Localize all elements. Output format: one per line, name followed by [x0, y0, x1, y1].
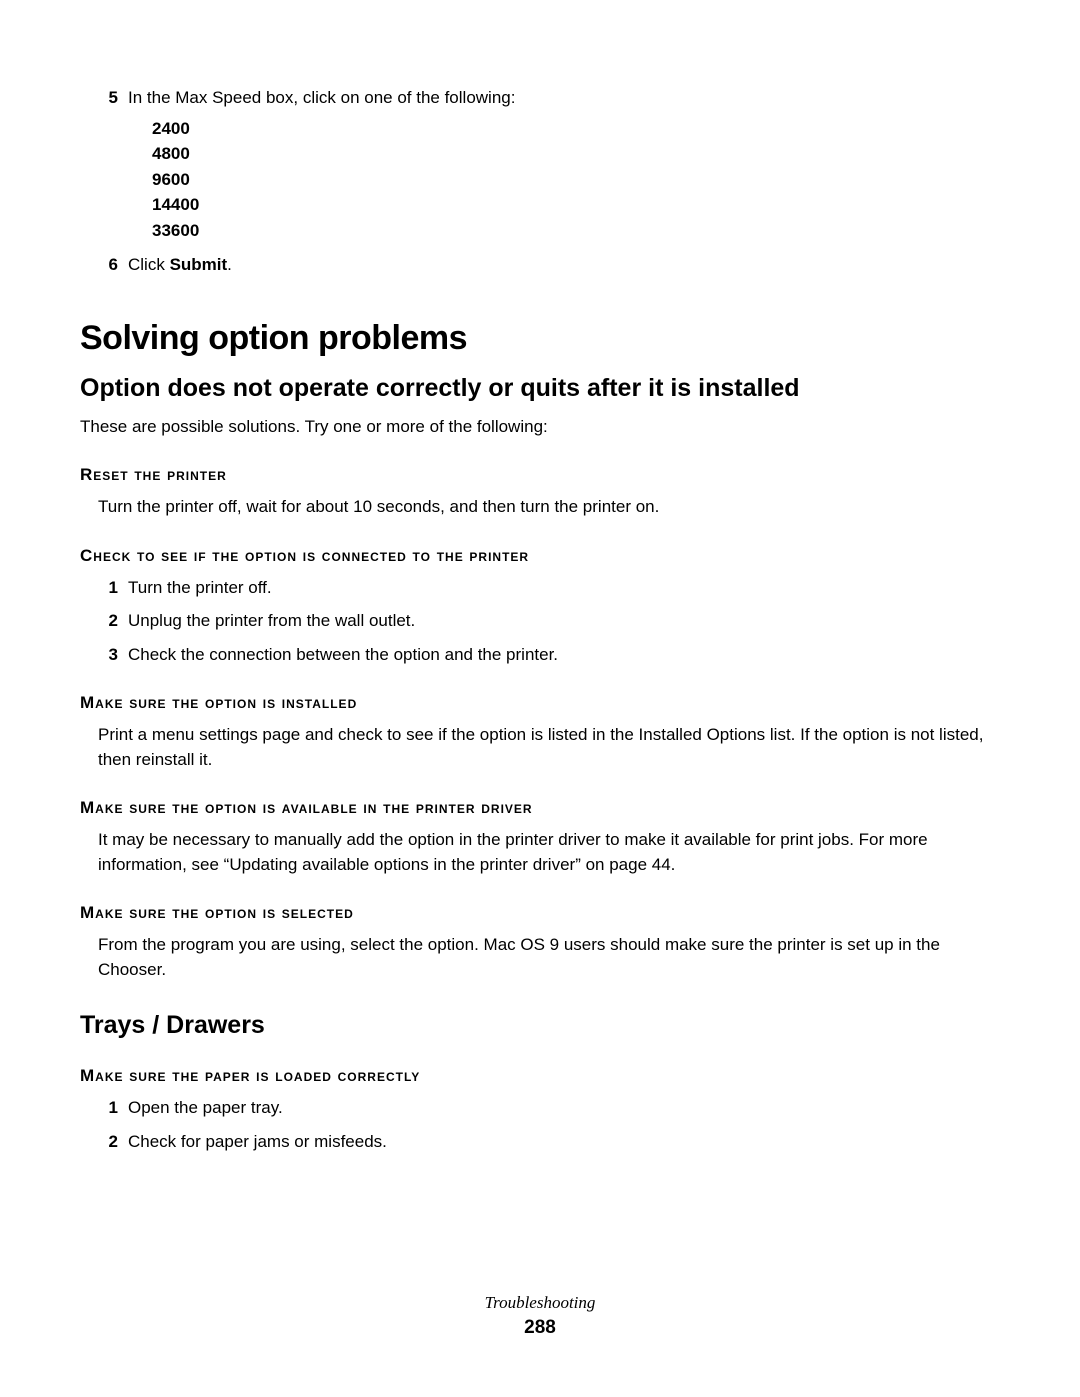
check-connection-steps: 1 Turn the printer off. 2 Unplug the pri…: [100, 576, 1000, 667]
speed-option: 9600: [152, 167, 1000, 193]
speed-option: 4800: [152, 141, 1000, 167]
footer-page-number: 288: [0, 1317, 1080, 1339]
step-5: 5 In the Max Speed box, click on one of …: [100, 86, 1000, 110]
paper-loaded-steps: 1 Open the paper tray. 2 Check for paper…: [100, 1096, 1000, 1154]
section-head-paper-loaded: Make sure the paper is loaded correctly: [80, 1066, 1000, 1086]
list-item: 3 Check the connection between the optio…: [100, 643, 1000, 667]
list-item: 1 Turn the printer off.: [100, 576, 1000, 600]
speed-option: 14400: [152, 192, 1000, 218]
section-body: From the program you are using, select t…: [98, 933, 1000, 982]
section-head-option-selected: Make sure the option is selected: [80, 903, 1000, 923]
step-number: 5: [100, 86, 118, 110]
footer-section-name: Troubleshooting: [0, 1293, 1080, 1313]
step-text: In the Max Speed box, click on one of th…: [128, 86, 515, 110]
section-head-check-connection: Check to see if the option is connected …: [80, 546, 1000, 566]
section-head-option-driver: Make sure the option is available in the…: [80, 798, 1000, 818]
step-number: 1: [100, 576, 118, 600]
step-number: 2: [100, 1130, 118, 1154]
section-body: Turn the printer off, wait for about 10 …: [98, 495, 1000, 520]
section-head-reset: Reset the printer: [80, 465, 1000, 485]
step-text: Check the connection between the option …: [128, 643, 558, 667]
step-text: Check for paper jams or misfeeds.: [128, 1130, 387, 1154]
step6-prefix: Click: [128, 255, 170, 274]
speed-options-list: 2400 4800 9600 14400 33600: [152, 116, 1000, 244]
list-item: 2 Check for paper jams or misfeeds.: [100, 1130, 1000, 1154]
section-body: Print a menu settings page and check to …: [98, 723, 1000, 772]
step6-suffix: .: [227, 255, 232, 274]
document-page: 5 In the Max Speed box, click on one of …: [0, 0, 1080, 1397]
section-body: It may be necessary to manually add the …: [98, 828, 1000, 877]
step-text: Unplug the printer from the wall outlet.: [128, 609, 415, 633]
subheading-trays-drawers: Trays / Drawers: [80, 1011, 1000, 1040]
step-number: 2: [100, 609, 118, 633]
heading-solving-option-problems: Solving option problems: [80, 319, 1000, 358]
step6-bold: Submit: [170, 255, 228, 274]
subheading-option-not-operate: Option does not operate correctly or qui…: [80, 374, 1000, 403]
step-text: Click Submit.: [128, 253, 232, 277]
step-number: 3: [100, 643, 118, 667]
step-number: 1: [100, 1096, 118, 1120]
step-text: Turn the printer off.: [128, 576, 272, 600]
section-head-option-installed: Make sure the option is installed: [80, 693, 1000, 713]
speed-option: 2400: [152, 116, 1000, 142]
page-footer: Troubleshooting 288: [0, 1293, 1080, 1339]
list-item: 2 Unplug the printer from the wall outle…: [100, 609, 1000, 633]
speed-option: 33600: [152, 218, 1000, 244]
step-number: 6: [100, 253, 118, 277]
list-item: 1 Open the paper tray.: [100, 1096, 1000, 1120]
step-text: Open the paper tray.: [128, 1096, 283, 1120]
step-6: 6 Click Submit.: [100, 253, 1000, 277]
intro-text: These are possible solutions. Try one or…: [80, 415, 1000, 439]
